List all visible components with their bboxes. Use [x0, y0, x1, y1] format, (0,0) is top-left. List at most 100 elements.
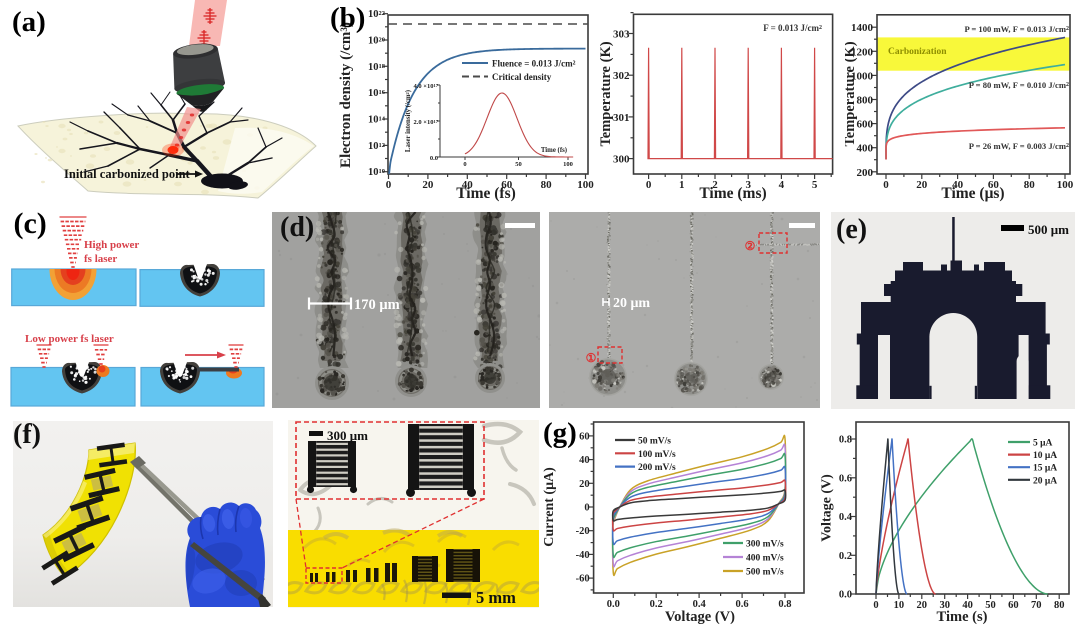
svg-text:0: 0: [873, 600, 878, 611]
svg-text:0.2: 0.2: [839, 551, 852, 562]
svg-text:20: 20: [916, 179, 928, 191]
svg-text:600: 600: [857, 119, 874, 131]
svg-text:1014: 1014: [368, 115, 386, 126]
svg-text:-40: -40: [576, 550, 590, 561]
svg-text:80: 80: [1054, 600, 1065, 611]
svg-text:Time (μs): Time (μs): [941, 185, 1004, 202]
svg-text:Carbonization: Carbonization: [888, 47, 947, 57]
svg-text:303: 303: [613, 29, 630, 41]
svg-text:80: 80: [541, 179, 553, 191]
svg-text:1: 1: [679, 179, 685, 191]
svg-text:(d): (d): [280, 212, 314, 243]
svg-text:F = 0.013 J/cm2: F = 0.013 J/cm2: [763, 23, 822, 33]
svg-text:200 mV/s: 200 mV/s: [638, 463, 676, 473]
svg-text:40: 40: [952, 179, 964, 191]
svg-text:500 mV/s: 500 mV/s: [746, 568, 784, 578]
svg-text:(e): (e): [836, 214, 867, 245]
svg-text:(a): (a): [12, 6, 46, 38]
svg-text:P = 26 mW, F = 0.003 J/cm2: P = 26 mW, F = 0.003 J/cm2: [969, 141, 1069, 151]
svg-text:0.0: 0.0: [430, 155, 438, 162]
svg-text:1400: 1400: [851, 22, 874, 34]
svg-text:1022: 1022: [368, 9, 385, 20]
svg-text:20 μm: 20 μm: [613, 296, 650, 311]
svg-text:Time (ms): Time (ms): [699, 185, 766, 202]
svg-text:200: 200: [857, 167, 874, 179]
svg-text:Time (fs): Time (fs): [541, 147, 567, 154]
svg-text:50: 50: [515, 161, 522, 168]
svg-text:0.6: 0.6: [735, 599, 748, 610]
svg-text:0.4: 0.4: [839, 512, 853, 523]
svg-text:0: 0: [463, 161, 466, 168]
svg-text:15 μA: 15 μA: [1033, 464, 1057, 474]
svg-text:5 mm: 5 mm: [476, 588, 516, 607]
svg-text:High power: High power: [84, 239, 139, 251]
svg-text:0: 0: [584, 503, 589, 514]
svg-text:70: 70: [1031, 600, 1042, 611]
svg-text:P = 80 mW, F = 0.010 J/cm2: P = 80 mW, F = 0.010 J/cm2: [969, 80, 1069, 90]
svg-text:5 μA: 5 μA: [1033, 439, 1053, 449]
svg-text:0.8: 0.8: [839, 435, 852, 446]
svg-text:40: 40: [579, 455, 590, 466]
svg-text:②: ②: [745, 239, 756, 253]
svg-text:2.0 ×1017: 2.0 ×1017: [414, 119, 439, 127]
svg-text:30: 30: [939, 600, 950, 611]
svg-text:20 μA: 20 μA: [1033, 476, 1057, 486]
svg-text:1010: 1010: [368, 167, 385, 178]
svg-text:Time (fs): Time (fs): [456, 185, 516, 202]
svg-text:100 mV/s: 100 mV/s: [638, 450, 676, 460]
svg-text:1000: 1000: [851, 70, 874, 82]
svg-text:Current (μA): Current (μA): [542, 467, 557, 547]
svg-text:80: 80: [1024, 179, 1035, 191]
svg-text:0.0: 0.0: [839, 590, 852, 601]
svg-text:400: 400: [857, 143, 874, 155]
svg-text:0.0: 0.0: [607, 599, 620, 610]
svg-text:0.2: 0.2: [650, 599, 663, 610]
svg-text:2: 2: [712, 179, 718, 191]
svg-text:Low power fs laser: Low power fs laser: [25, 333, 114, 345]
svg-text:0.4: 0.4: [693, 599, 707, 610]
svg-text:-60: -60: [576, 574, 590, 585]
svg-text:Temperature (K): Temperature (K): [600, 41, 614, 146]
svg-text:500 μm: 500 μm: [1028, 222, 1069, 237]
svg-text:(c): (c): [14, 207, 47, 240]
svg-text:301: 301: [613, 112, 630, 124]
svg-text:302: 302: [613, 70, 630, 82]
svg-text:0: 0: [386, 179, 392, 191]
svg-text:Initial carbonized point: Initial carbonized point: [64, 167, 191, 181]
svg-text:60: 60: [1008, 600, 1019, 611]
svg-text:10 μA: 10 μA: [1033, 451, 1057, 461]
svg-text:100: 100: [1057, 179, 1074, 191]
svg-text:0: 0: [883, 179, 889, 191]
svg-text:4.0 ×1017: 4.0 ×1017: [414, 83, 439, 91]
svg-text:50: 50: [985, 600, 996, 611]
svg-text:10: 10: [894, 600, 905, 611]
svg-text:100: 100: [563, 161, 573, 168]
svg-text:Fluence = 0.013 J/cm2: Fluence = 0.013 J/cm2: [492, 59, 576, 69]
svg-text:300: 300: [613, 154, 630, 166]
svg-text:20: 20: [917, 600, 928, 611]
svg-text:Laser intensity (/cm2): Laser intensity (/cm2): [405, 90, 413, 152]
svg-text:60: 60: [988, 179, 1000, 191]
svg-text:Electron density (/cm3): Electron density (/cm3): [338, 22, 354, 168]
svg-text:Voltage (V): Voltage (V): [665, 609, 735, 625]
svg-text:60: 60: [579, 431, 590, 442]
svg-text:170 μm: 170 μm: [354, 297, 400, 313]
svg-text:400 mV/s: 400 mV/s: [746, 554, 784, 564]
svg-text:Voltage (V): Voltage (V): [820, 474, 835, 542]
svg-text:1016: 1016: [368, 88, 386, 99]
svg-text:Time (s): Time (s): [937, 609, 988, 625]
svg-text:(f): (f): [13, 421, 41, 450]
svg-text:20: 20: [579, 479, 590, 490]
svg-text:(g): (g): [543, 420, 577, 449]
svg-text:0.6: 0.6: [839, 473, 852, 484]
svg-text:50 mV/s: 50 mV/s: [638, 437, 671, 447]
svg-text:①: ①: [586, 351, 597, 365]
svg-text:4: 4: [779, 179, 785, 191]
svg-text:0: 0: [646, 179, 652, 191]
svg-text:40: 40: [962, 600, 973, 611]
svg-text:60: 60: [501, 179, 513, 191]
svg-text:3: 3: [745, 179, 751, 191]
svg-text:Critical density: Critical density: [492, 72, 552, 82]
svg-text:-20: -20: [576, 526, 590, 537]
svg-text:(b): (b): [330, 2, 365, 34]
